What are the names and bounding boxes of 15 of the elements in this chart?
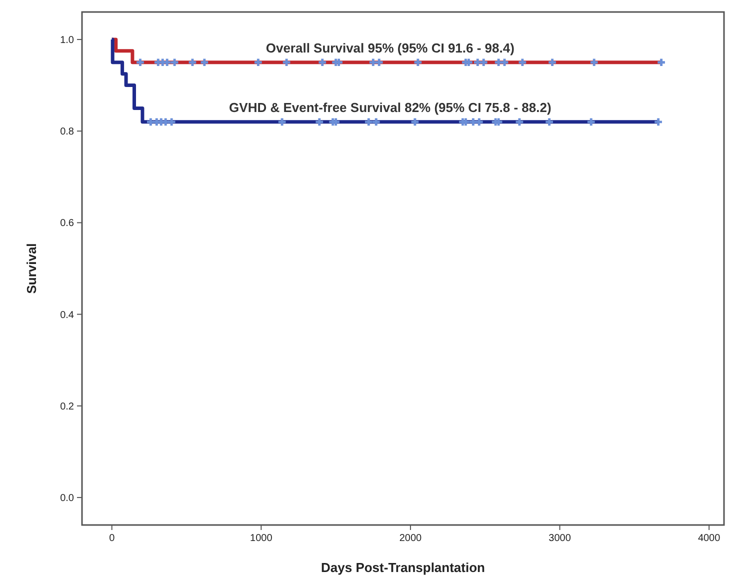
x-tick-label: 2000 — [399, 533, 422, 544]
y-tick-label: 0.0 — [60, 493, 74, 504]
x-tick-label: 0 — [109, 533, 116, 544]
x-tick-label: 3000 — [548, 533, 572, 544]
x-axis-title: Days Post-Transplantation — [321, 560, 486, 575]
y-tick-label: 0.6 — [60, 218, 74, 230]
y-tick-label: 0.8 — [60, 126, 74, 138]
y-tick-label: 0.2 — [60, 401, 74, 412]
y-tick-label: 0.4 — [60, 310, 74, 321]
x-tick-label: 1000 — [250, 533, 273, 544]
annotation: GVHD & Event-free Survival 82% (95% CI 75.8 - 88.2) — [229, 100, 552, 115]
y-tick-label: 1.0 — [60, 34, 74, 46]
x-tick-label: 4000 — [698, 533, 721, 544]
y-axis-title: Survival — [24, 243, 39, 294]
annotation: Overall Survival 95% (95% CI 91.6 - 98.4) — [266, 40, 514, 56]
